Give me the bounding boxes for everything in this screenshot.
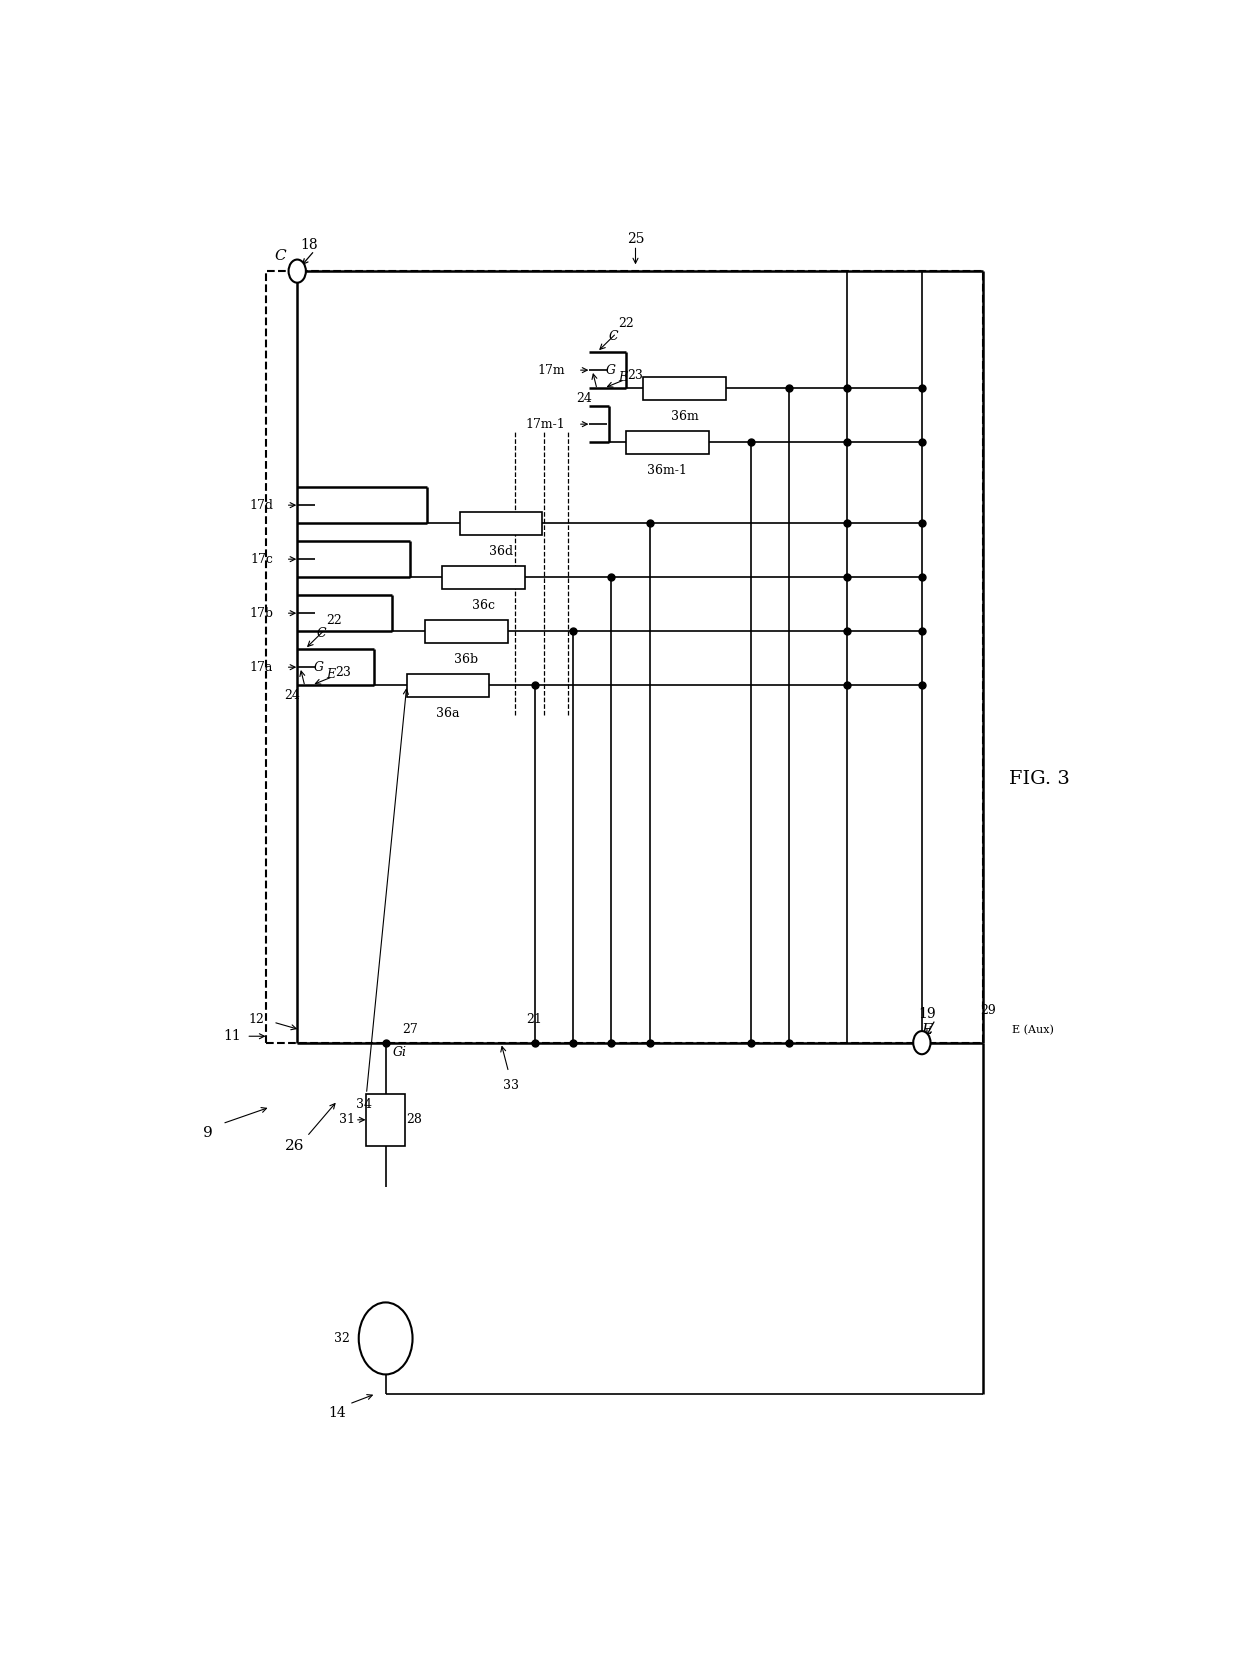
Bar (443, 566, 525, 590)
Text: 31: 31 (340, 1114, 355, 1126)
Text: 36c: 36c (472, 600, 495, 611)
Text: 36d: 36d (489, 544, 513, 558)
Text: 17m: 17m (538, 364, 565, 377)
Text: 9: 9 (203, 1126, 213, 1139)
Text: 12: 12 (249, 1014, 265, 1025)
Text: 25: 25 (626, 232, 645, 245)
Bar (626, 431, 708, 454)
Circle shape (358, 1303, 413, 1374)
Text: 22: 22 (308, 615, 342, 646)
Text: E: E (326, 668, 336, 681)
Text: 29: 29 (981, 1004, 996, 1017)
Text: C: C (609, 331, 619, 344)
Circle shape (289, 259, 306, 282)
Text: G: G (605, 364, 615, 377)
Text: Gi: Gi (393, 1047, 407, 1059)
Text: 28: 28 (407, 1114, 423, 1126)
Circle shape (913, 1030, 930, 1054)
Text: 24: 24 (284, 690, 300, 701)
Bar (460, 511, 542, 534)
Text: G: G (314, 661, 324, 673)
Bar (407, 673, 490, 696)
Text: 26: 26 (285, 1139, 304, 1152)
Text: 36b: 36b (454, 653, 479, 666)
Text: 23: 23 (608, 369, 644, 387)
Text: 22: 22 (600, 317, 634, 349)
Text: E (Aux): E (Aux) (1012, 1025, 1054, 1035)
Text: 17a: 17a (249, 661, 273, 673)
Text: 18: 18 (300, 239, 317, 252)
Text: 19: 19 (918, 1007, 935, 1022)
Text: $V_{G-on}$: $V_{G-on}$ (368, 1331, 403, 1346)
Text: 11: 11 (223, 1029, 241, 1044)
Text: 33: 33 (502, 1079, 518, 1092)
Text: C: C (274, 249, 285, 262)
Text: 17c: 17c (250, 553, 273, 566)
Text: 34: 34 (356, 1097, 372, 1111)
Text: FIG. 3: FIG. 3 (1008, 770, 1070, 788)
Text: 17m-1: 17m-1 (526, 418, 565, 431)
Text: 32: 32 (335, 1333, 351, 1344)
Text: 17d: 17d (249, 499, 273, 511)
Text: 23: 23 (315, 666, 351, 685)
Text: 36m: 36m (671, 409, 698, 423)
Text: E: E (619, 371, 627, 384)
Text: E: E (921, 1022, 932, 1037)
Bar (367, 1094, 404, 1146)
Text: 36a: 36a (436, 706, 460, 720)
Bar (425, 620, 507, 643)
Text: 27: 27 (402, 1024, 418, 1037)
Text: C: C (316, 628, 326, 640)
Text: 17b: 17b (249, 606, 273, 620)
Text: 21: 21 (527, 1014, 543, 1025)
Text: 36m-1: 36m-1 (647, 464, 687, 478)
Text: 14: 14 (329, 1406, 346, 1419)
Text: 24: 24 (577, 392, 593, 404)
Bar (644, 376, 725, 399)
